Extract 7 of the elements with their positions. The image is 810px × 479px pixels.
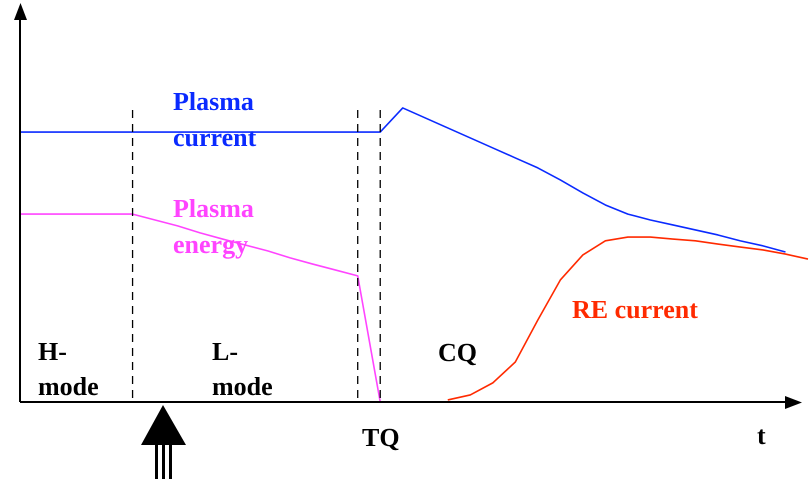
annotation: L- mode <box>212 337 273 401</box>
annotation: H- mode <box>38 337 99 401</box>
series-label: Plasma energy <box>173 194 254 259</box>
x-axis-title: t <box>757 421 766 450</box>
series-label: RE current <box>572 295 698 324</box>
annotation: CQ <box>438 338 477 367</box>
text: TQ <box>362 423 400 452</box>
